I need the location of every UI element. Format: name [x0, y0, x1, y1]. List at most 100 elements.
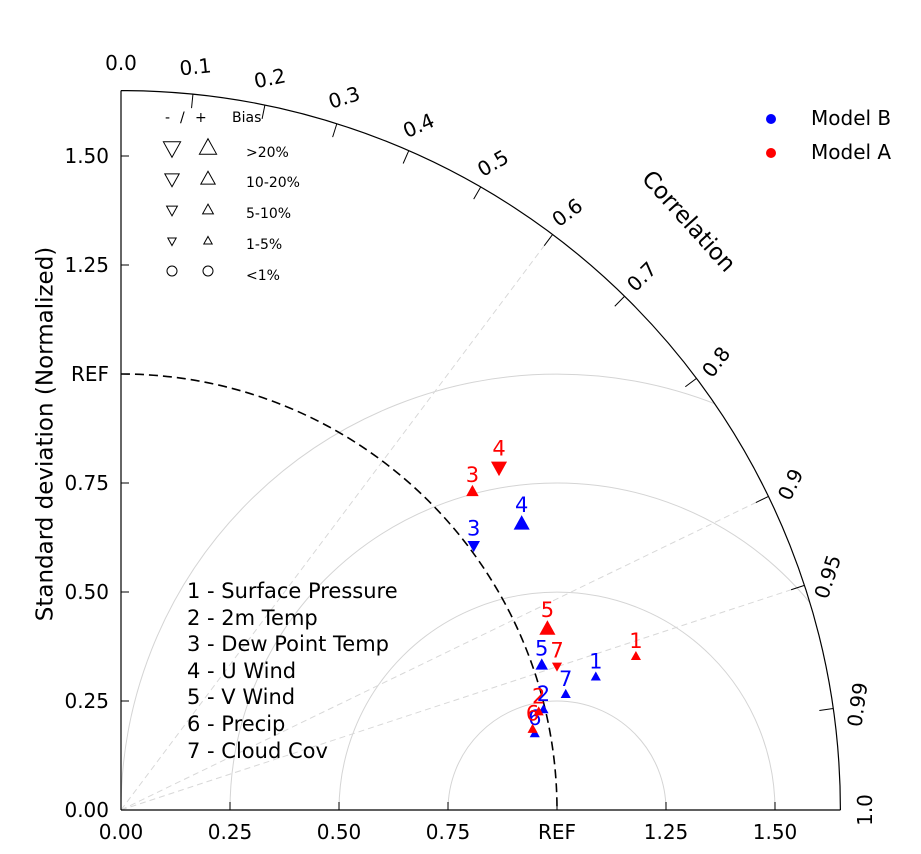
correlation-tick-0-99 — [819, 708, 834, 711]
model-b-point-label-2: 2 — [537, 682, 550, 706]
model-a-point-3 — [466, 484, 479, 497]
correlation-tick-label-0-95: 0.95 — [809, 552, 846, 602]
x-tick-label-1-25: 1.25 — [644, 820, 689, 844]
model-b-point-label-3: 3 — [467, 516, 480, 540]
variable-6: 6 - Precip — [187, 712, 285, 736]
model-b-point-5 — [535, 658, 548, 670]
bias-key: - / + Bias >20% 10-20% 5-10% 1-5% <1% — [162, 110, 300, 284]
correlation-tick-label-0-3: 0.3 — [325, 81, 363, 113]
correlation-tick-0-1 — [191, 94, 194, 109]
correlation-tick-0-3 — [332, 123, 338, 138]
model-b-point-7 — [560, 688, 571, 698]
model-a-point-label-6: 6 — [526, 702, 539, 726]
variable-2: 2 - 2m Temp — [187, 606, 318, 630]
correlation-tick-label-0-0: 0.0 — [105, 51, 137, 75]
bias-key-label-gt20: >20% — [246, 145, 289, 161]
model-a-point-5 — [539, 620, 556, 635]
model-a-point-1 — [630, 650, 641, 661]
bias-key-plus-marker-2 — [199, 170, 217, 185]
model-a-point-4 — [490, 461, 508, 477]
correlation-tick-0-9 — [755, 495, 769, 503]
legend: Model B Model A — [766, 106, 891, 164]
x-tick-label-1-50: 1.50 — [753, 820, 798, 844]
rms-contour-4 — [121, 373, 841, 811]
y-tick-label-0-00: 0.00 — [64, 798, 109, 822]
bias-key-plus-marker-4 — [202, 235, 214, 245]
bias-key-label-5-10: 5-10% — [246, 206, 291, 222]
bias-key-label-1-5: 1-5% — [246, 237, 282, 253]
model-b-point-label-1: 1 — [589, 649, 602, 673]
legend-marker-model-b — [766, 114, 776, 124]
correlation-tick-0-5 — [473, 186, 482, 200]
correlation-tick-0-4 — [402, 150, 410, 164]
x-tick-label-0-75: 0.75 — [426, 820, 471, 844]
correlation-tick-label-0-6: 0.6 — [547, 193, 587, 231]
model-a-point-label-4: 4 — [492, 436, 505, 460]
model-a-point-label-1: 1 — [629, 629, 642, 653]
model-b-point-4 — [513, 515, 530, 530]
bias-key-plus-marker-1 — [198, 137, 218, 155]
variables-key: 1 - Surface Pressure 2 - 2m Temp 3 - Dew… — [187, 579, 398, 763]
bias-key-label-10-20: 10-20% — [246, 175, 300, 191]
y-axis-title: Standard deviation (Normalized) — [33, 247, 59, 622]
correlation-tick-label-0-2: 0.2 — [252, 63, 288, 93]
bias-key-minus-marker-5 — [166, 265, 178, 277]
bias-key-minus: - — [165, 110, 170, 126]
y-tick-label-0-75: 0.75 — [64, 471, 109, 495]
bias-key-plus: + — [195, 110, 207, 126]
model-b-point-label-5: 5 — [535, 636, 548, 660]
correlation-tick-label-0-9: 0.9 — [773, 465, 808, 504]
correlation-arc-title: Correlation — [636, 166, 740, 278]
y-tick-label-ref: REF — [71, 362, 109, 386]
model-b-point-6 — [529, 728, 540, 738]
rms-contours — [121, 373, 841, 811]
x-tick-label-ref: REF — [538, 820, 576, 844]
x-tick-label-0-25: 0.25 — [208, 820, 253, 844]
variable-4: 4 - U Wind — [187, 659, 296, 683]
bias-key-title: Bias — [232, 110, 261, 126]
rms-contour-3 — [229, 482, 841, 811]
model-a-point-label-3: 3 — [466, 463, 479, 487]
y-tick-label-0-50: 0.50 — [64, 580, 109, 604]
model-a-point-6 — [527, 723, 538, 733]
variable-3: 3 - Dew Point Temp — [187, 632, 389, 656]
variable-5: 5 - V Wind — [187, 685, 295, 709]
correlation-tick-0-95 — [790, 584, 805, 591]
bias-key-minus-marker-2 — [163, 173, 181, 188]
correlation-tick-label-0-4: 0.4 — [399, 108, 438, 143]
bias-key-slash: / — [180, 110, 185, 126]
correlation-tick-label-0-1: 0.1 — [178, 53, 212, 80]
legend-label-model-b: Model B — [811, 106, 891, 130]
bias-key-shapes — [162, 137, 218, 277]
model-b-point-3 — [467, 540, 480, 553]
model-a-point-2 — [533, 706, 544, 716]
y-tick-label-1-25: 1.25 — [64, 253, 109, 277]
bias-key-label-lt1: <1% — [246, 268, 280, 284]
model-a-point-label-7: 7 — [550, 639, 563, 663]
correlation-tick-0-8 — [685, 377, 697, 388]
model-a-point-label-2: 2 — [532, 684, 545, 708]
x-tick-label-0-50: 0.50 — [317, 820, 362, 844]
correlation-tick-label-0-5: 0.5 — [473, 145, 513, 182]
variable-1: 1 - Surface Pressure — [187, 579, 398, 603]
correlation-tick-0-6 — [543, 234, 554, 246]
model-b-point-2 — [538, 704, 549, 714]
correlation-tick-label-0-7: 0.7 — [622, 257, 662, 296]
correlation-arc — [120, 90, 841, 811]
correlation-gridline-0-6 — [120, 234, 554, 811]
bias-key-minus-marker-4 — [166, 237, 178, 247]
model-b-point-label-7: 7 — [559, 667, 572, 691]
correlation-tick-label-0-99: 0.99 — [842, 681, 872, 728]
model-a-point-label-5: 5 — [541, 598, 554, 622]
model-b-point-label-4: 4 — [515, 493, 528, 517]
bias-key-plus-marker-5 — [202, 265, 214, 277]
legend-label-model-a: Model A — [811, 140, 891, 164]
y-tick-label-1-50: 1.50 — [64, 144, 109, 168]
legend-marker-model-a — [766, 148, 776, 158]
x-tick-label-0-00: 0.00 — [99, 820, 144, 844]
correlation-tick-0-7 — [614, 295, 625, 307]
bias-key-minus-marker-3 — [165, 205, 179, 217]
model-a-point-7 — [551, 662, 563, 672]
